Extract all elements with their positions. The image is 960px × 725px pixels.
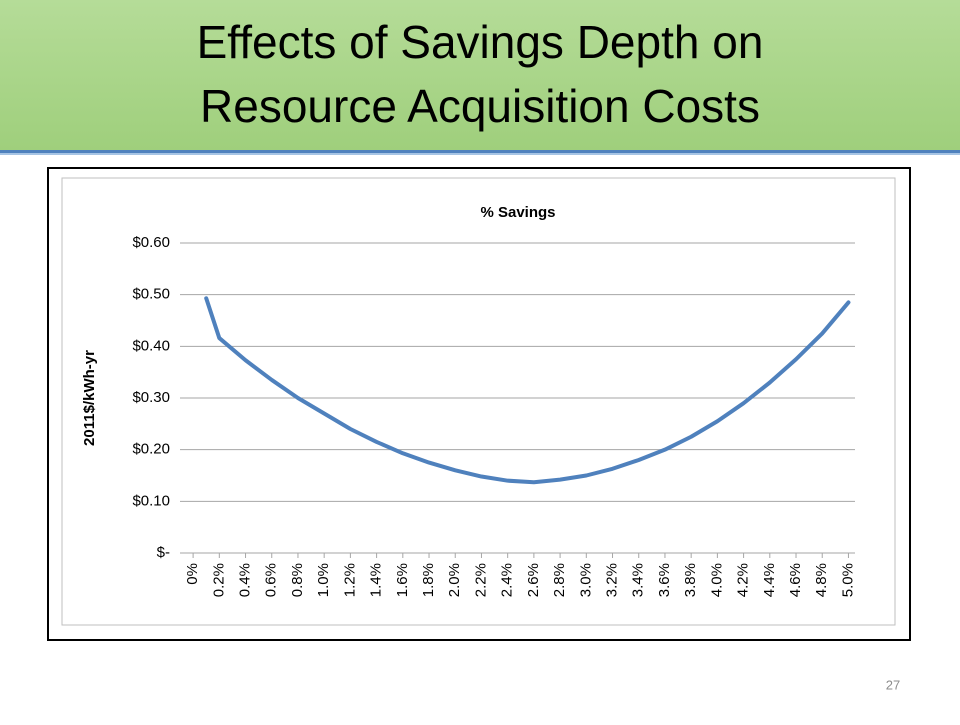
x-tick-label: 2.0% [446, 563, 463, 597]
x-tick-label: 1.8% [420, 563, 437, 597]
x-tick-label: 4.2% [735, 563, 752, 597]
x-tick-label: 3.2% [603, 563, 620, 597]
header-band [0, 0, 960, 150]
x-tick-label: 3.8% [682, 563, 699, 597]
x-tick-label: 1.4% [368, 563, 385, 597]
x-tick-label: 4.8% [813, 563, 830, 597]
header-rule-light [0, 153, 960, 155]
x-tick-label: 1.6% [394, 563, 411, 597]
page-number: 27 [886, 677, 900, 692]
x-tick-label: 2.6% [525, 563, 542, 597]
plot-frame [61, 177, 896, 626]
slide-title: Resource Acquisition Costs [200, 80, 760, 132]
x-tick-label: 0.2% [210, 563, 227, 597]
y-tick-label: $- [157, 544, 170, 561]
x-tick-label: 4.6% [787, 563, 804, 597]
x-tick-label: 0% [184, 563, 201, 585]
x-tick-label: 3.4% [630, 563, 647, 597]
x-tick-label: 2.8% [551, 563, 568, 597]
x-tick-label: 5.0% [839, 563, 856, 597]
x-tick-label: 0.4% [237, 563, 254, 597]
y-axis-label: 2011$/kWh-yr [81, 350, 98, 446]
y-tick-label: $0.60 [132, 234, 170, 251]
x-tick-label: 1.2% [341, 563, 358, 597]
y-tick-label: $0.30 [132, 389, 170, 406]
x-tick-label: 1.0% [315, 563, 332, 597]
x-tick-label: 4.4% [761, 563, 778, 597]
x-tick-label: 4.0% [708, 563, 725, 597]
x-tick-label: 2.4% [499, 563, 516, 597]
y-tick-label: $0.20 [132, 441, 170, 458]
chart-title: % Savings [480, 204, 555, 221]
x-tick-label: 0.8% [289, 563, 306, 597]
x-tick-label: 2.2% [472, 563, 489, 597]
y-tick-label: $0.40 [132, 337, 170, 354]
data-line [204, 296, 851, 485]
header-rule [0, 150, 960, 153]
x-tick-label: 3.6% [656, 563, 673, 597]
slide-title: Effects of Savings Depth on [197, 16, 764, 68]
x-tick-label: 0.6% [263, 563, 280, 597]
y-tick-label: $0.10 [132, 492, 170, 509]
x-tick-label: 3.0% [577, 563, 594, 597]
y-tick-label: $0.50 [132, 286, 170, 303]
